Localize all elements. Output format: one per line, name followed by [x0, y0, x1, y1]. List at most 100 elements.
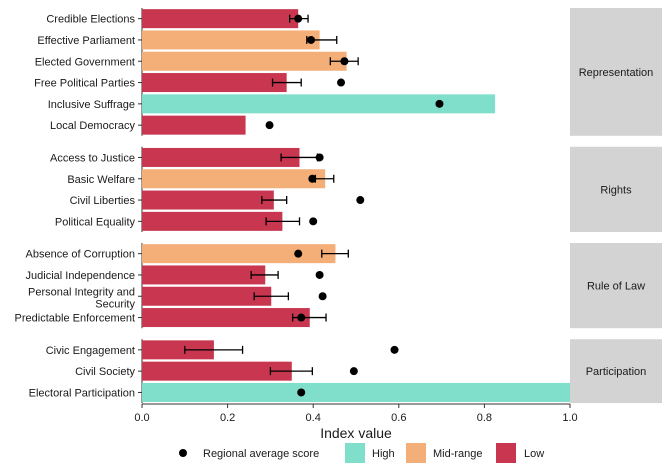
y-tick-label: Basic Welfare	[67, 174, 135, 186]
legend-item-high: High	[345, 443, 395, 463]
panel-representation: Representation Credible Elections Effectiv…	[34, 8, 662, 136]
panel-strip	[570, 339, 662, 404]
bar	[142, 361, 292, 381]
bar	[142, 190, 274, 210]
bar	[142, 340, 214, 360]
y-tick-label: Judicial Independence	[26, 270, 135, 282]
regional-average-point	[265, 121, 274, 130]
bar-row: Political Equality	[55, 211, 318, 231]
bar	[142, 211, 283, 231]
legend-swatch	[345, 443, 365, 463]
legend-item-mid-range: Mid-range	[406, 443, 483, 463]
bar-row: Basic Welfare	[67, 169, 335, 189]
panel-strip-label: Representation	[579, 67, 654, 79]
regional-average-point	[315, 153, 324, 162]
panel-strip-label: Participation	[586, 366, 647, 378]
y-tick-label: Free Political Parties	[34, 78, 135, 90]
bar	[142, 9, 299, 29]
regional-average-point	[309, 217, 318, 226]
y-tick-label: Civil Liberties	[70, 195, 136, 207]
regional-average-point	[340, 57, 349, 66]
bar-row: Elected Government	[35, 51, 359, 71]
legend-label: Low	[524, 448, 544, 460]
y-tick-label: Effective Parliament	[37, 35, 135, 47]
bar	[142, 51, 347, 71]
bar-row: Absence of Corruption	[26, 244, 349, 264]
bar-row: Credible Elections	[46, 9, 309, 29]
x-tick-label: 0.2	[220, 412, 235, 424]
y-tick-label: Predictable Enforcement	[15, 313, 135, 325]
legend-label: Regional average score	[203, 448, 319, 460]
bar	[142, 265, 266, 285]
regional-average-point	[294, 249, 303, 258]
y-tick-label: Inclusive Suffrage	[48, 99, 135, 111]
y-tick-label: Personal Integrity and Security	[28, 286, 136, 310]
regional-average-point	[307, 35, 316, 44]
y-tick-label: Political Equality	[55, 216, 136, 228]
bar	[142, 94, 496, 114]
x-tick-label: 0.4	[306, 412, 321, 424]
legend-dot	[179, 449, 187, 457]
panel-strip	[570, 243, 662, 329]
regional-average-point	[435, 99, 444, 108]
y-tick-label: Civil Society	[75, 366, 135, 378]
x-axis-title: Index value	[320, 425, 392, 441]
x-tick-label: 1.0	[562, 412, 577, 424]
y-tick-label: Local Democracy	[50, 120, 135, 132]
panel-rights: Rights Access to Justice Basic Welfare Civi…	[50, 146, 662, 232]
bar	[142, 30, 320, 50]
bar	[142, 147, 300, 167]
bar-row: Judicial Independence	[26, 265, 324, 285]
regional-average-point	[349, 367, 358, 376]
x-tick-label: 0.0	[134, 412, 149, 424]
bar-row: Inclusive Suffrage	[48, 94, 496, 114]
legend-swatch	[496, 443, 516, 463]
regional-average-point	[297, 313, 306, 322]
bar	[142, 73, 287, 93]
x-axis-ticks: 0.0 0.2 0.4 0.6 0.8 1.0	[134, 404, 578, 424]
y-tick-label: Electoral Participation	[29, 387, 135, 399]
y-tick-label: Civic Engagement	[46, 345, 135, 357]
panel-strip	[570, 8, 662, 136]
regional-average-point	[318, 292, 327, 301]
bar-row: Effective Parliament	[37, 30, 338, 50]
x-axis: 0.0 0.2 0.4 0.6 0.8 1.0 Index value	[134, 403, 578, 441]
y-tick-label: Credible Elections	[46, 14, 135, 26]
panel-strip-label: Rule of Law	[587, 281, 645, 293]
x-tick-label: 0.8	[477, 412, 492, 424]
regional-average-point	[315, 270, 324, 279]
bar	[142, 244, 336, 264]
bar	[142, 115, 246, 135]
legend: Regional average score High Mid-range Low	[179, 443, 544, 463]
bar-row: Electoral Participation	[29, 382, 570, 402]
legend-item-regional: Regional average score	[179, 448, 319, 460]
panel-background	[142, 8, 570, 136]
legend-label: High	[372, 448, 395, 460]
legend-swatch	[406, 443, 426, 463]
bar-row: Access to Justice	[50, 147, 324, 167]
panel-strip-label: Rights	[600, 184, 632, 196]
panel-rule-of-law: Rule of Law Absence of Corruption Judicial…	[15, 243, 662, 329]
regional-average-point	[390, 345, 399, 354]
chart-panels: Representation Credible Elections Effectiv…	[15, 8, 662, 404]
bar	[142, 382, 570, 402]
regional-average-point	[297, 388, 306, 397]
bar-row: Free Political Parties	[34, 73, 346, 93]
panel-participation: Participation Civic Engagement Civil Socie…	[29, 339, 662, 404]
legend-item-low: Low	[496, 443, 544, 463]
y-tick-label: Absence of Corruption	[26, 249, 135, 261]
y-tick-label: Access to Justice	[50, 152, 135, 164]
bar-row: Civic Engagement	[46, 340, 399, 360]
bar-row: Personal Integrity and Security	[28, 286, 327, 310]
regional-average-point	[356, 196, 365, 205]
regional-average-point	[308, 174, 317, 183]
y-tick-label: Elected Government	[35, 56, 135, 68]
regional-average-point	[294, 14, 303, 23]
bar	[142, 286, 272, 306]
panel-strip	[570, 146, 662, 232]
bar-row: Predictable Enforcement	[15, 308, 327, 328]
bar	[142, 308, 310, 328]
x-tick-label: 0.6	[391, 412, 406, 424]
bar	[142, 169, 326, 189]
